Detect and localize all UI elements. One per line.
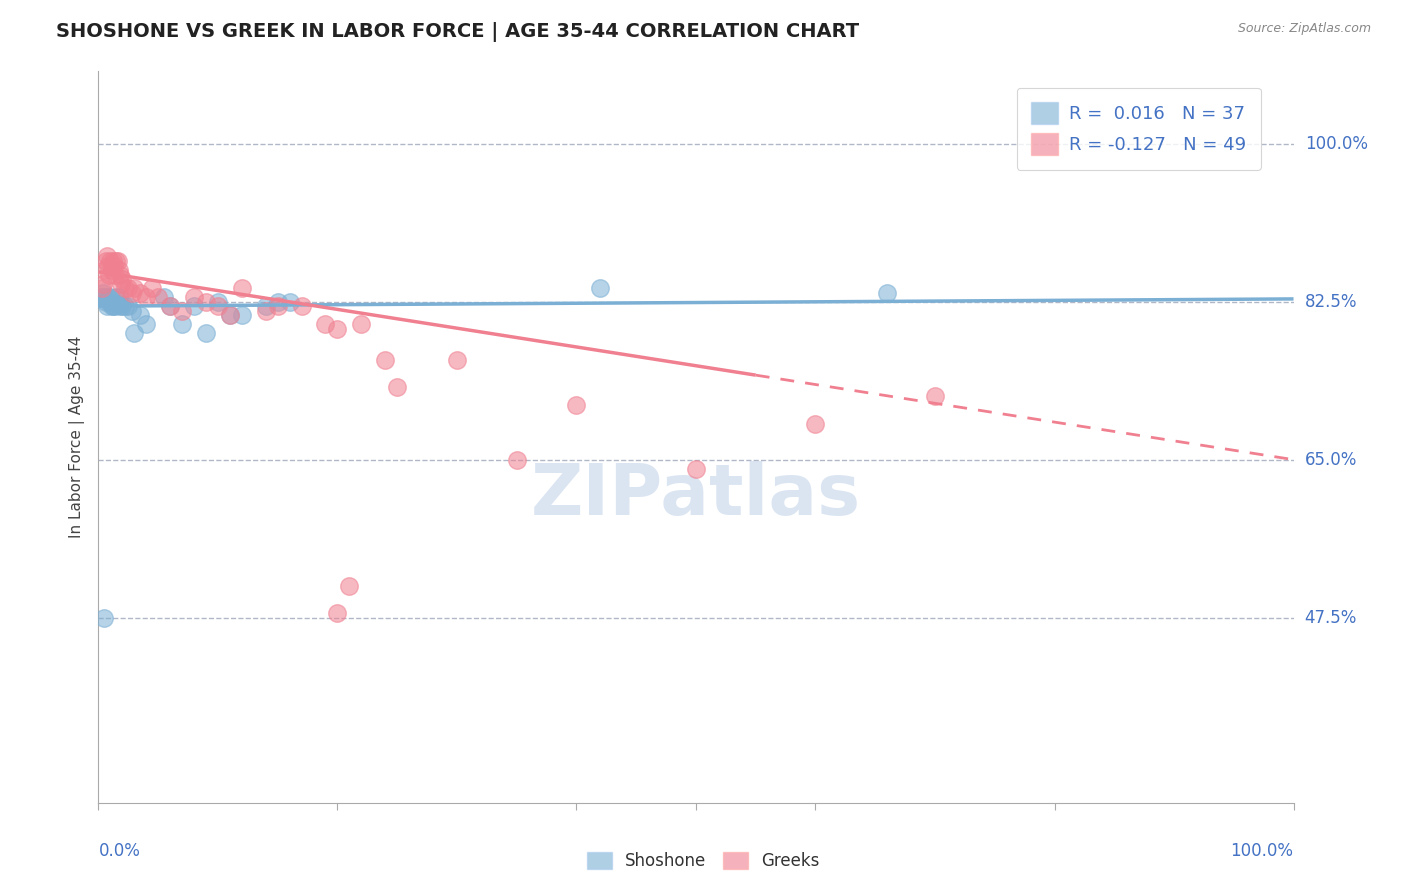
Point xyxy=(195,326,218,341)
Point xyxy=(111,272,134,286)
Point xyxy=(94,254,117,268)
Point xyxy=(254,303,277,318)
Point xyxy=(103,259,125,273)
Text: 65.0%: 65.0% xyxy=(1305,450,1357,468)
Point xyxy=(117,281,139,295)
Point xyxy=(121,285,143,300)
Point xyxy=(101,254,124,268)
Legend: Shoshone, Greeks: Shoshone, Greeks xyxy=(579,845,827,877)
Point xyxy=(108,299,131,313)
Point xyxy=(111,299,134,313)
Point xyxy=(315,317,337,331)
Point xyxy=(97,290,120,304)
Point xyxy=(91,277,114,291)
Point xyxy=(94,294,117,309)
Point xyxy=(804,417,827,431)
Text: 82.5%: 82.5% xyxy=(1305,293,1357,310)
Point xyxy=(101,299,124,313)
Point xyxy=(172,317,194,331)
Point xyxy=(589,281,612,295)
Text: Source: ZipAtlas.com: Source: ZipAtlas.com xyxy=(1237,22,1371,36)
Point xyxy=(385,380,409,394)
Text: ZIPatlas: ZIPatlas xyxy=(531,461,860,530)
Point xyxy=(254,299,277,313)
Point xyxy=(141,281,163,295)
Point xyxy=(96,250,118,264)
Legend: R =  0.016   N = 37, R = -0.127   N = 49: R = 0.016 N = 37, R = -0.127 N = 49 xyxy=(1017,87,1261,169)
Point xyxy=(110,277,132,291)
Point xyxy=(183,299,205,313)
Point xyxy=(326,322,349,336)
Point xyxy=(108,268,131,282)
Point xyxy=(183,290,205,304)
Point xyxy=(124,326,146,341)
Point xyxy=(159,299,181,313)
Point xyxy=(565,399,588,413)
Point xyxy=(124,281,146,295)
Point xyxy=(148,290,170,304)
Text: SHOSHONE VS GREEK IN LABOR FORCE | AGE 35-44 CORRELATION CHART: SHOSHONE VS GREEK IN LABOR FORCE | AGE 3… xyxy=(56,22,859,42)
Point xyxy=(219,308,242,322)
Point xyxy=(207,299,229,313)
Point xyxy=(129,285,152,300)
Point xyxy=(117,299,139,313)
Point xyxy=(93,290,115,304)
Point xyxy=(267,299,290,313)
Point xyxy=(96,299,118,313)
Point xyxy=(231,281,253,295)
Point xyxy=(100,299,122,313)
Text: 100.0%: 100.0% xyxy=(1305,135,1368,153)
Point xyxy=(291,299,314,313)
Point xyxy=(98,268,121,282)
Point xyxy=(107,254,129,268)
Point xyxy=(685,461,707,475)
Point xyxy=(107,263,129,277)
Text: 47.5%: 47.5% xyxy=(1305,608,1357,627)
Point xyxy=(98,290,122,304)
Point xyxy=(93,610,115,624)
Point xyxy=(506,452,529,467)
Point xyxy=(104,268,127,282)
Point xyxy=(267,294,290,309)
Point xyxy=(93,263,115,277)
Point xyxy=(159,299,181,313)
Point xyxy=(98,294,121,309)
Point xyxy=(104,299,127,313)
Point xyxy=(105,290,128,304)
Point xyxy=(231,308,253,322)
Point xyxy=(153,290,176,304)
Point xyxy=(195,294,218,309)
Point xyxy=(135,317,157,331)
Point xyxy=(924,389,946,403)
Point xyxy=(105,254,128,268)
Point xyxy=(121,303,143,318)
Point xyxy=(97,259,120,273)
Point xyxy=(374,353,396,368)
Point xyxy=(350,317,373,331)
Point xyxy=(339,579,361,593)
Point xyxy=(107,297,129,311)
Point xyxy=(876,285,898,300)
Point xyxy=(172,303,194,318)
Point xyxy=(129,308,152,322)
Point xyxy=(135,290,157,304)
Text: 100.0%: 100.0% xyxy=(1230,842,1294,860)
Point xyxy=(98,254,122,268)
Point xyxy=(114,299,136,313)
Point xyxy=(278,294,301,309)
Point xyxy=(107,290,129,304)
Point xyxy=(114,281,136,295)
Point xyxy=(91,285,114,300)
Point xyxy=(100,263,122,277)
Point xyxy=(326,606,349,620)
Point xyxy=(207,294,229,309)
Y-axis label: In Labor Force | Age 35-44: In Labor Force | Age 35-44 xyxy=(69,336,84,538)
Point xyxy=(91,281,114,295)
Point xyxy=(91,290,114,304)
Point xyxy=(103,294,125,309)
Point xyxy=(446,353,468,368)
Point xyxy=(219,308,242,322)
Text: 0.0%: 0.0% xyxy=(98,842,141,860)
